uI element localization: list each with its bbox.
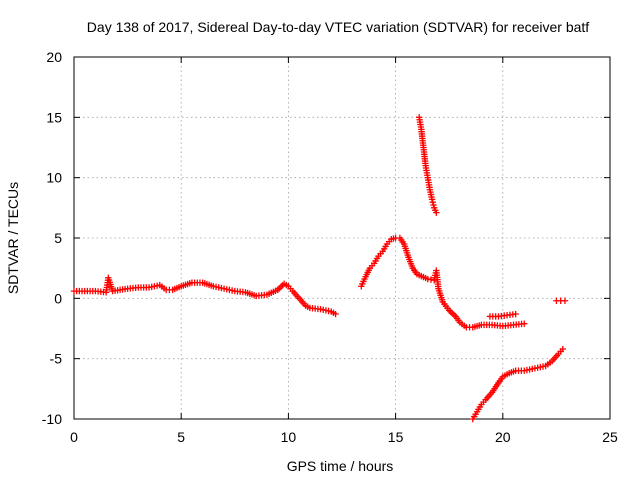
y-tick-label: 20	[46, 49, 62, 65]
y-tick-label: -5	[50, 351, 63, 367]
chart-title: Day 138 of 2017, Sidereal Day-to-day VTE…	[87, 19, 590, 35]
data-point	[521, 320, 528, 327]
data-point	[561, 297, 569, 304]
y-tick-label: -10	[42, 411, 62, 427]
y-tick-label: 0	[54, 290, 62, 306]
grid	[74, 57, 610, 419]
y-axis-label: SDTVAR / TECUs	[5, 182, 21, 294]
x-axis-label: GPS time / hours	[287, 458, 394, 474]
data-point-interp	[429, 199, 436, 206]
data-point-interp	[430, 201, 437, 209]
x-tick-label: 15	[388, 429, 404, 445]
y-tick-label: 10	[46, 170, 62, 186]
x-tick-label: 0	[70, 429, 78, 445]
y-tick-label: 15	[46, 109, 62, 125]
data-point	[512, 310, 519, 318]
data-point	[332, 310, 339, 318]
y-tick-label: 5	[54, 230, 62, 246]
x-tick-label: 20	[495, 429, 511, 445]
x-tick-label: 10	[281, 429, 297, 445]
data-point	[428, 196, 436, 203]
data-point	[433, 209, 440, 216]
x-tick-label: 25	[602, 429, 618, 445]
data-points	[70, 114, 569, 423]
data-point	[559, 345, 567, 353]
axis-ticks: 0 5 10 15 20 25 -10 -5 0 5 10 15 20	[42, 49, 618, 445]
x-tick-label: 5	[177, 429, 185, 445]
